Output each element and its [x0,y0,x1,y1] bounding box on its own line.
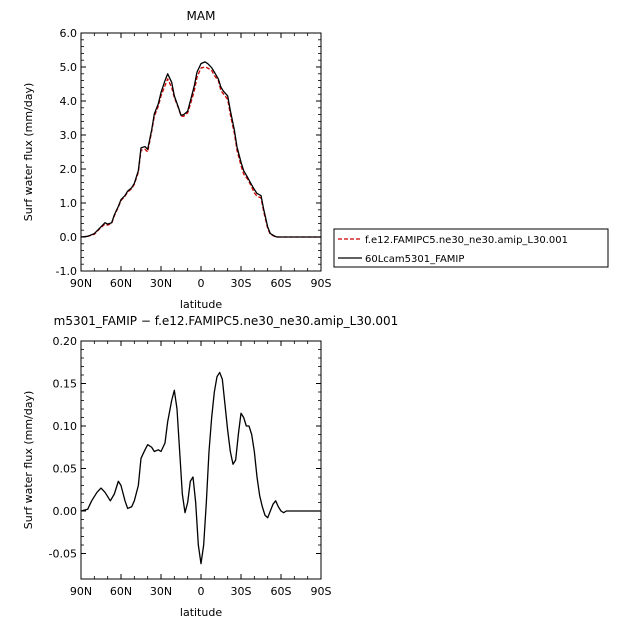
bottom-x-tick-label: 90N [70,585,92,598]
top-y-tick-label: 4.0 [60,95,78,108]
bottom-plot-frame [80,340,322,580]
legend-box [333,228,609,268]
top-panel: MAM 90N 60N 30N 0 30S 60S 90S -1.0 0.0 1.0 2.0 3.0 4… [22,9,332,311]
bottom-y-tick-label: 0.20 [53,335,78,348]
top-y-tick-label: 6.0 [60,27,78,40]
top-x-tick-label: 0 [198,277,205,290]
top-x-tick-label: 30N [150,277,172,290]
top-chart-title: MAM [187,9,216,23]
top-y-tick-label: 5.0 [60,61,78,74]
legend-label-series-1: f.e12.FAMIPC5.ne30_ne30.amip_L30.001 [365,235,568,246]
top-y-tick-label: 1.0 [60,197,78,210]
bottom-x-tick-label: 90S [311,585,332,598]
bottom-x-tick-label: 60N [110,585,132,598]
top-y-tick-label: 0.0 [60,231,78,244]
bottom-x-tick-label: 0 [198,585,205,598]
bottom-y-tick-label: 0.05 [53,463,78,476]
legend: f.e12.FAMIPC5.ne30_ne30.amip_L30.001 60L… [333,228,609,268]
bottom-x-tick-label: 30S [231,585,252,598]
bottom-panel: m5301_FAMIP − f.e12.FAMIPC5.ne30_ne30.am… [22,314,398,619]
bottom-y-axis-label: Surf water flux (mm/day) [22,391,35,530]
bottom-chart-title: m5301_FAMIP − f.e12.FAMIPC5.ne30_ne30.am… [54,314,399,328]
top-plot-frame [80,32,322,272]
top-x-tick-label: 30S [231,277,252,290]
bottom-x-axis-label: latitude [180,606,222,619]
bottom-y-tick-label: 0.15 [53,378,78,391]
bottom-y-tick-label: 0.00 [53,505,78,518]
bottom-y-tick-label: -0.05 [49,548,77,561]
top-series-line-1 [80,66,321,238]
top-y-tick-label: 2.0 [60,163,78,176]
top-y-tick-label: -1.0 [56,265,77,278]
top-series-line-2 [80,61,321,238]
top-x-axis-label: latitude [180,298,222,311]
top-x-tick-label: 60N [110,277,132,290]
top-x-tick-label: 90N [70,277,92,290]
legend-label-series-2: 60Lcam5301_FAMIP [365,254,464,265]
bottom-x-tick-label: 30N [150,585,172,598]
top-y-axis-label: Surf water flux (mm/day) [22,83,35,222]
bottom-series-line-1 [80,371,321,565]
bottom-x-tick-label: 60S [271,585,292,598]
top-x-tick-label: 60S [271,277,292,290]
top-x-tick-label: 90S [311,277,332,290]
bottom-y-tick-label: 0.10 [53,420,78,433]
top-y-tick-label: 3.0 [60,129,78,142]
